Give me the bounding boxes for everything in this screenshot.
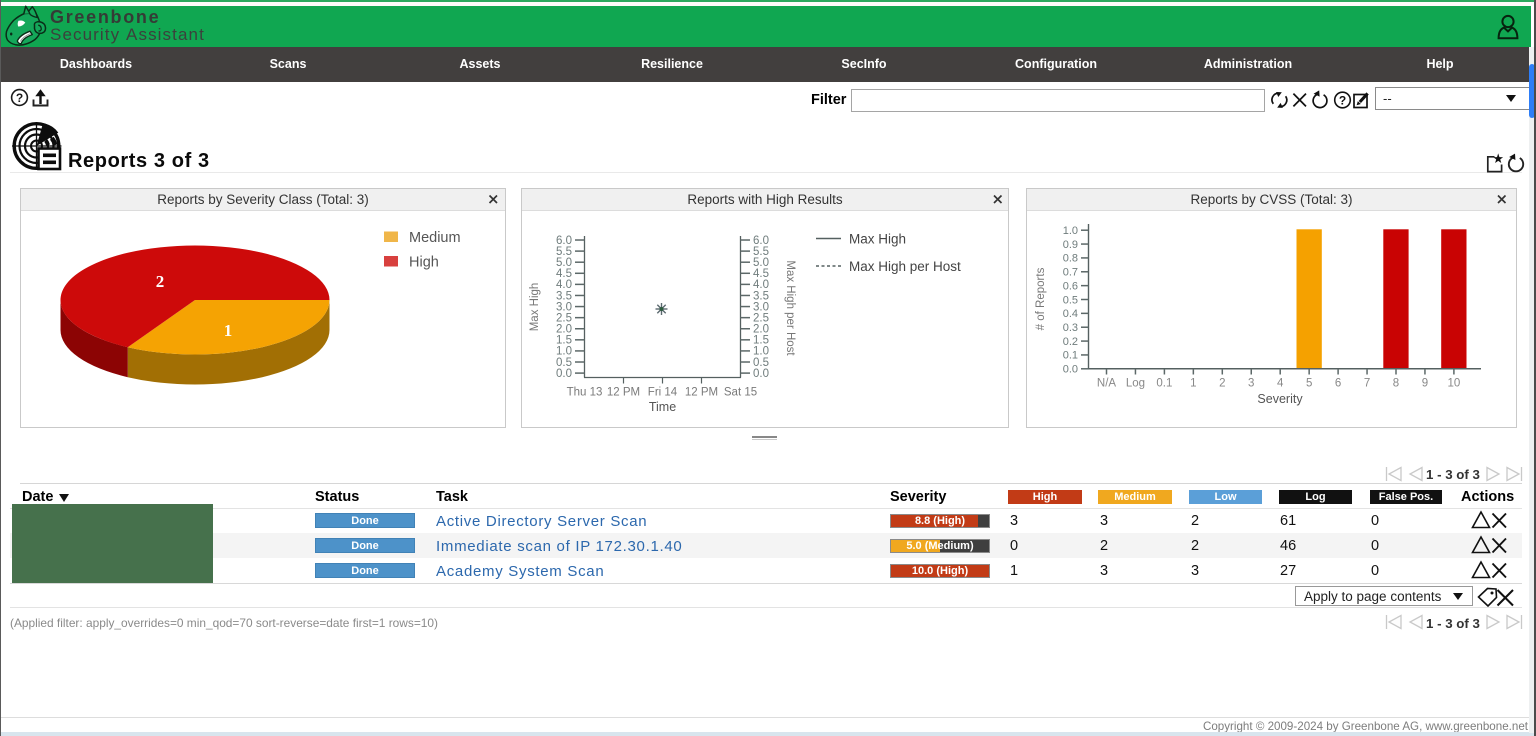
svg-text:0.6: 0.6 (1063, 280, 1078, 292)
svg-text:2.0: 2.0 (753, 324, 769, 336)
svg-text:1.0: 1.0 (1063, 225, 1078, 237)
svg-text:Medium: Medium (409, 230, 461, 246)
svg-text:Thu 13: Thu 13 (567, 387, 603, 399)
svg-text:5.5: 5.5 (753, 246, 769, 258)
svg-text:Max High: Max High (849, 232, 906, 247)
svg-text:6: 6 (1335, 378, 1341, 390)
svg-text:?: ? (16, 91, 23, 105)
svg-text:1.0: 1.0 (753, 346, 769, 358)
svg-text:Max High per Host: Max High per Host (784, 260, 796, 356)
svg-text:0.9: 0.9 (1063, 239, 1078, 251)
svg-text:?: ? (1339, 94, 1346, 108)
svg-text:0.2: 0.2 (1063, 336, 1078, 348)
svg-text:2: 2 (156, 272, 165, 291)
svg-text:3: 3 (1248, 378, 1254, 390)
svg-text:4.0: 4.0 (753, 279, 769, 291)
svg-text:12 PM: 12 PM (685, 387, 718, 399)
svg-text:Time: Time (649, 400, 676, 414)
svg-text:3.0: 3.0 (556, 301, 572, 313)
svg-text:# of Reports: # of Reports (1035, 267, 1047, 330)
svg-text:1: 1 (224, 321, 233, 340)
svg-text:3.5: 3.5 (556, 290, 572, 302)
svg-text:2.0: 2.0 (556, 324, 572, 336)
svg-text:5: 5 (1306, 378, 1312, 390)
svg-text:1: 1 (1190, 378, 1196, 390)
svg-text:10: 10 (1448, 378, 1461, 390)
svg-text:9: 9 (1422, 378, 1428, 390)
svg-text:5.0: 5.0 (753, 257, 769, 269)
svg-text:3.0: 3.0 (753, 301, 769, 313)
svg-text:1.5: 1.5 (753, 335, 769, 347)
svg-text:4.5: 4.5 (556, 268, 572, 280)
svg-text:5.0: 5.0 (556, 257, 572, 269)
svg-text:2.5: 2.5 (556, 312, 572, 324)
svg-text:0.1: 0.1 (1063, 350, 1078, 362)
svg-text:6.0: 6.0 (556, 235, 572, 247)
svg-text:0.0: 0.0 (556, 368, 572, 380)
svg-text:7: 7 (1364, 378, 1370, 390)
svg-text:Max High: Max High (529, 283, 541, 332)
svg-text:1.0: 1.0 (556, 346, 572, 358)
svg-text:Max High per Host: Max High per Host (849, 259, 961, 274)
svg-text:0.7: 0.7 (1063, 267, 1078, 279)
svg-text:0.4: 0.4 (1063, 308, 1078, 320)
svg-text:0.5: 0.5 (1063, 294, 1078, 306)
svg-text:5.5: 5.5 (556, 246, 572, 258)
svg-text:Severity: Severity (1257, 392, 1303, 406)
svg-text:0.0: 0.0 (753, 368, 769, 380)
svg-text:6.0: 6.0 (753, 235, 769, 247)
svg-text:4: 4 (1277, 378, 1284, 390)
svg-text:Log: Log (1126, 378, 1145, 390)
svg-text:4.0: 4.0 (556, 279, 572, 291)
svg-text:N/A: N/A (1097, 378, 1117, 390)
svg-text:0.1: 0.1 (1156, 378, 1172, 390)
svg-text:8: 8 (1393, 378, 1399, 390)
svg-text:Fri 14: Fri 14 (648, 387, 678, 399)
svg-text:3.5: 3.5 (753, 290, 769, 302)
svg-text:4.5: 4.5 (753, 268, 769, 280)
svg-text:0.0: 0.0 (1063, 364, 1078, 376)
svg-text:2: 2 (1219, 378, 1225, 390)
svg-text:0.5: 0.5 (556, 357, 572, 369)
svg-text:0.8: 0.8 (1063, 253, 1078, 265)
svg-text:2.5: 2.5 (753, 312, 769, 324)
svg-text:High: High (409, 255, 439, 271)
svg-text:0.3: 0.3 (1063, 322, 1078, 334)
svg-text:1.5: 1.5 (556, 335, 572, 347)
svg-text:12 PM: 12 PM (607, 387, 640, 399)
svg-text:0.5: 0.5 (753, 357, 769, 369)
svg-text:Sat 15: Sat 15 (724, 387, 757, 399)
